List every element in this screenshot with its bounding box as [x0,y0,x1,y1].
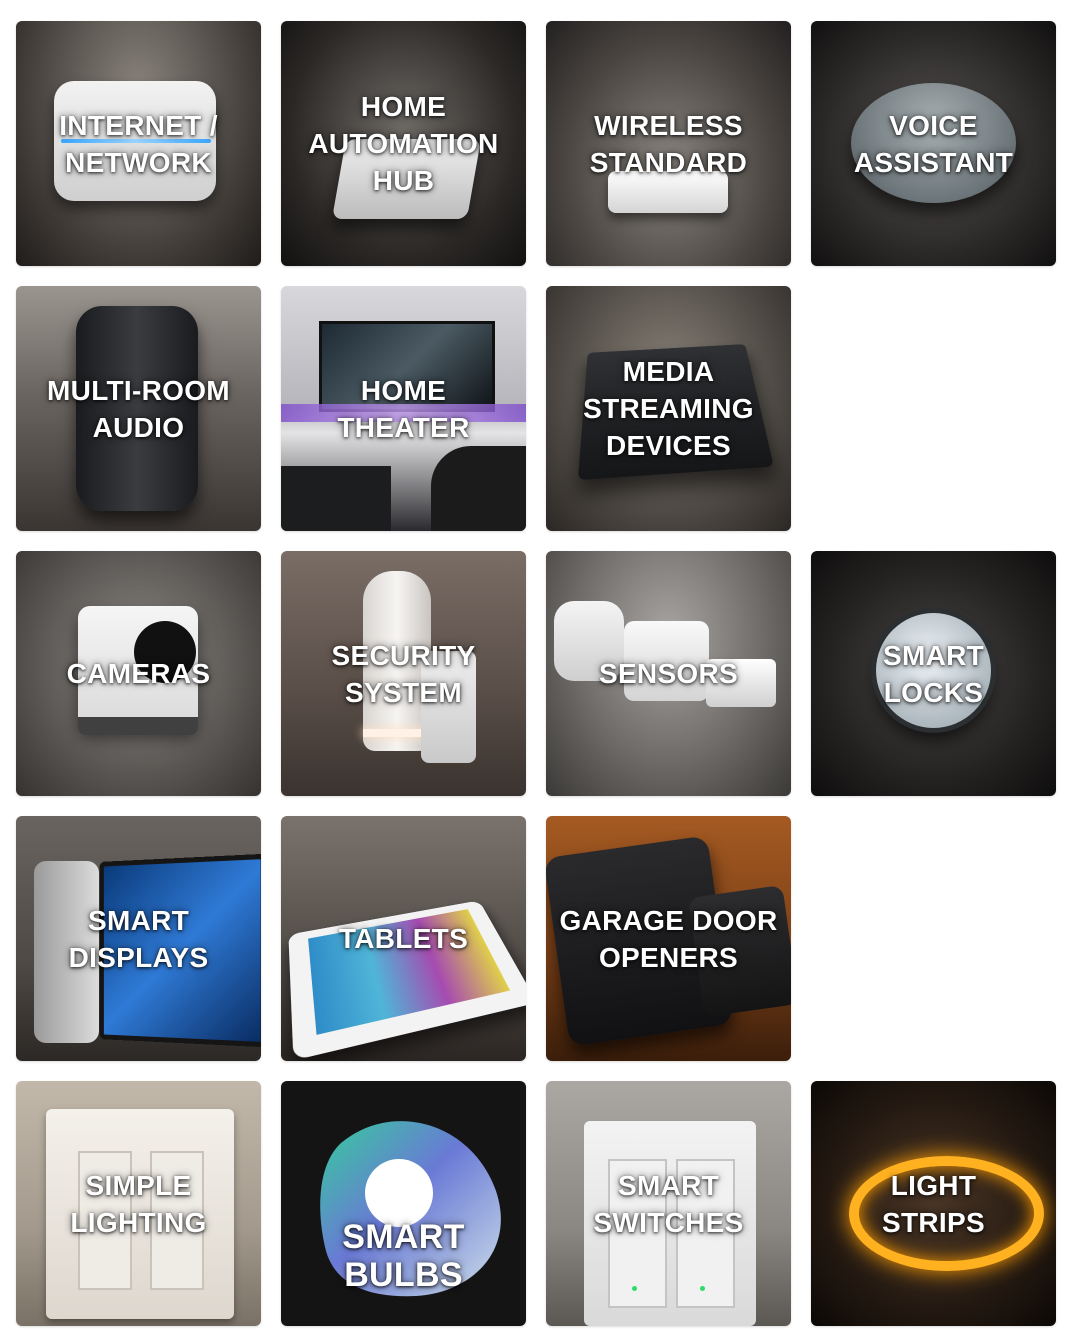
tablet-photo [281,816,526,1061]
router-photo [16,21,261,266]
tile-label: SMART SWITCHES [593,1169,744,1238]
tile-label: MULTI-ROOM AUDIO [47,374,230,443]
tile-home-automation-hub[interactable]: HOME AUTOMATION HUB [281,21,526,266]
tile-smart-locks[interactable]: SMART LOCKS [811,551,1056,796]
garage-controller-photo [546,816,791,1061]
tile-multi-room-audio[interactable]: MULTI-ROOM AUDIO [16,286,261,531]
sensor-photo [546,551,791,796]
streaming-box-photo [546,286,791,531]
tile-label: SMART BULBS [342,1218,465,1294]
tile-label: HOME THEATER [337,374,470,443]
camera-photo [16,551,261,796]
tile-smart-displays[interactable]: SMART DISPLAYS [16,816,261,1061]
tile-tablets[interactable]: TABLETS [281,816,526,1061]
lock-photo [811,551,1056,796]
tile-label: SIMPLE LIGHTING [70,1169,207,1238]
light-strip-photo [811,1081,1056,1326]
tile-label: GARAGE DOOR OPENERS [559,904,778,973]
category-grid: INTERNET / NETWORK HOME AUTOMATION HUB W… [16,21,1057,1326]
tile-light-strips[interactable]: LIGHT STRIPS [811,1081,1056,1326]
wireless-module-photo [546,21,791,266]
tile-label: VOICE ASSISTANT [853,109,1014,178]
hub-photo [281,21,526,266]
tile-label: TABLETS [338,923,469,954]
tile-label: LIGHT STRIPS [882,1169,985,1238]
tile-label: SENSORS [598,658,739,689]
tile-label: SMART DISPLAYS [68,904,209,973]
tile-label: CAMERAS [66,658,211,689]
tile-voice-assistant[interactable]: VOICE ASSISTANT [811,21,1056,266]
security-base-photo [281,551,526,796]
tile-cameras[interactable]: CAMERAS [16,551,261,796]
tile-smart-switches[interactable]: SMART SWITCHES [546,1081,791,1326]
smart-switch-photo [546,1081,791,1326]
tile-label: MEDIA STREAMING DEVICES [583,356,754,461]
tv-photo [281,286,526,531]
tile-label: WIRELESS STANDARD [589,109,748,178]
tile-home-theater[interactable]: HOME THEATER [281,286,526,531]
smart-speaker-photo [811,21,1056,266]
tile-label: SECURITY SYSTEM [331,639,476,708]
tile-security-system[interactable]: SECURITY SYSTEM [281,551,526,796]
smart-display-photo [16,816,261,1061]
tile-label: INTERNET / NETWORK [59,109,218,178]
speaker-photo [16,286,261,531]
tile-label: HOME AUTOMATION HUB [308,91,499,196]
tile-wireless-standard[interactable]: WIRELESS STANDARD [546,21,791,266]
tile-simple-lighting[interactable]: SIMPLE LIGHTING [16,1081,261,1326]
tile-sensors[interactable]: SENSORS [546,551,791,796]
smart-bulb-logo [281,1081,526,1326]
tile-garage-door-openers[interactable]: GARAGE DOOR OPENERS [546,816,791,1061]
tile-smart-bulbs[interactable]: SMART BULBS [281,1081,526,1326]
light-switch-photo [16,1081,261,1326]
tile-internet-network[interactable]: INTERNET / NETWORK [16,21,261,266]
tile-media-streaming-devices[interactable]: MEDIA STREAMING DEVICES [546,286,791,531]
tile-label: SMART LOCKS [882,639,985,708]
